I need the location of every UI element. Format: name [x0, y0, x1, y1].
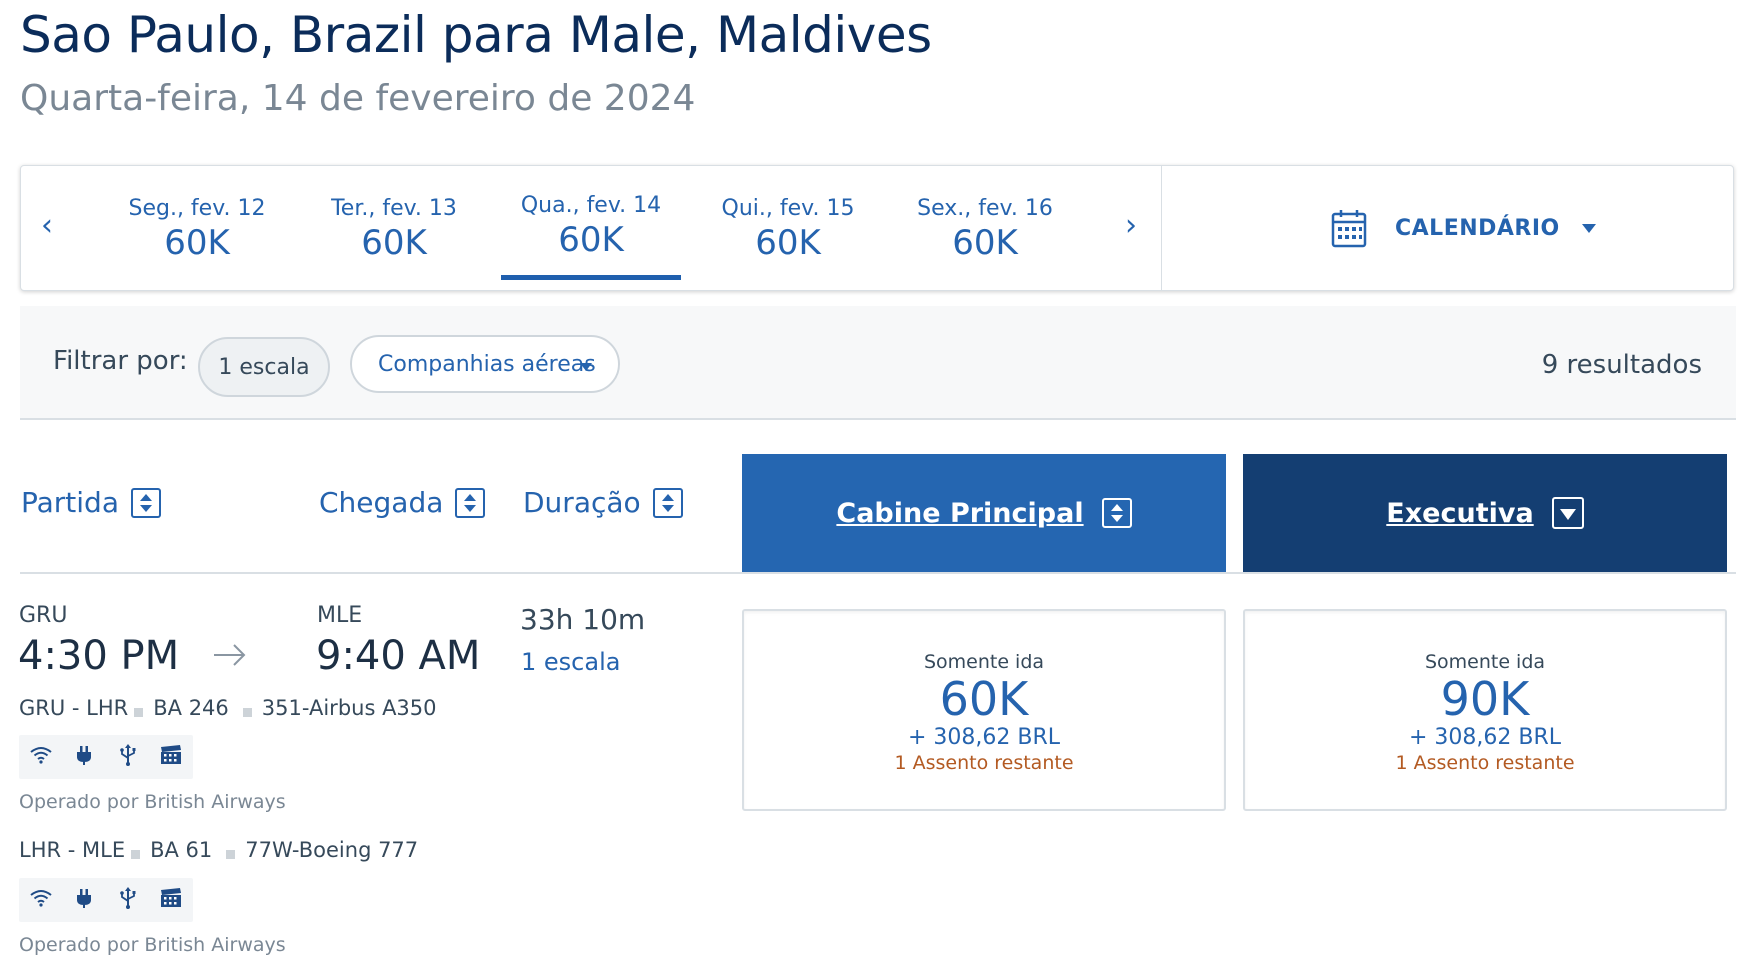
segment-aircraft: 351-Airbus A350: [261, 696, 437, 720]
date-option-label: Qua., fev. 14: [520, 193, 662, 218]
date-option-price: 60K: [558, 220, 624, 260]
separator-dot: [131, 849, 141, 859]
sort-icon: [455, 487, 486, 518]
airlines-filter-dropdown[interactable]: Companhias aéreas: [350, 335, 620, 393]
separator-dot: [226, 849, 236, 859]
caret-down-icon: [1581, 223, 1596, 233]
calendar-label: CALENDÁRIO: [1395, 215, 1560, 241]
business-column-header[interactable]: Executiva: [1243, 454, 1727, 572]
results-count: 9 resultados: [1541, 350, 1702, 380]
fare-type: Somente ida: [1424, 651, 1546, 673]
main-cabin-column-header[interactable]: Cabine Principal: [742, 454, 1226, 572]
stops-filter-chip[interactable]: 1 escala: [198, 337, 330, 397]
caret-down-icon: [580, 363, 592, 371]
date-option-price: 60K: [361, 223, 427, 263]
sort-descending-icon: [1551, 497, 1584, 529]
business-fare-button[interactable]: Somente ida 90K + 308,62 BRL 1 Assento r…: [1243, 609, 1727, 811]
segment-flight-number[interactable]: BA 61: [150, 838, 213, 862]
main-cabin-label: Cabine Principal: [836, 497, 1084, 529]
date-option-label: Ter., fev. 13: [331, 196, 457, 221]
prev-dates-chevron-icon[interactable]: ‹: [41, 208, 53, 243]
calendar-icon: [1331, 210, 1367, 248]
sort-by-duration[interactable]: Duração: [523, 486, 683, 519]
power-outlet-icon: [63, 745, 107, 770]
stops-details-link[interactable]: 1 escala: [521, 648, 621, 676]
segment-route: LHR - MLE: [19, 838, 126, 862]
date-option-feb-15[interactable]: Qui., fev. 15 60K: [698, 196, 878, 263]
arrival-header-label: Chegada: [319, 486, 444, 519]
business-label: Executiva: [1386, 497, 1534, 529]
segment-1-info: GRU - LHR BA 246 351-Airbus A350: [19, 696, 437, 720]
power-outlet-icon: [63, 888, 107, 913]
destination-code: MLE: [317, 603, 363, 628]
divider: [20, 572, 1736, 574]
operated-by: Operado por British Airways: [19, 934, 286, 956]
segment-2-info: LHR - MLE BA 61 77W-Boeing 777: [19, 838, 418, 862]
sort-icon: [131, 487, 161, 518]
calendar-button[interactable]: CALENDÁRIO: [1331, 208, 1596, 248]
separator-dot: [134, 707, 144, 717]
fare-taxes: + 308,62 BRL: [907, 725, 1061, 750]
date-option-label: Sex., fev. 16: [917, 196, 1053, 221]
divider: [1161, 166, 1162, 290]
seats-remaining: 1 Assento restante: [1395, 752, 1575, 774]
page-title: Sao Paulo, Brazil para Male, Maldives: [20, 6, 932, 64]
page-subtitle-date: Quarta-feira, 14 de fevereiro de 2024: [20, 78, 696, 119]
operated-by: Operado por British Airways: [19, 791, 286, 813]
sort-by-arrival[interactable]: Chegada: [319, 486, 486, 519]
fare-taxes: + 308,62 BRL: [1408, 725, 1562, 750]
date-option-price: 60K: [755, 223, 821, 263]
next-dates-chevron-icon[interactable]: ›: [1125, 208, 1137, 243]
segment-route: GRU - LHR: [19, 696, 129, 720]
separator-dot: [242, 707, 252, 717]
fare-price: 90K: [1440, 672, 1530, 726]
segment-1-amenities: [19, 735, 193, 779]
date-option-price: 60K: [952, 223, 1018, 263]
date-option-feb-14-selected[interactable]: Qua., fev. 14 60K: [501, 193, 681, 280]
date-option-feb-13[interactable]: Ter., fev. 13 60K: [304, 196, 484, 263]
departure-header-label: Partida: [21, 486, 119, 519]
date-option-label: Qui., fev. 15: [721, 196, 855, 221]
arrow-right-icon: [214, 644, 246, 666]
selected-date-underline: [501, 275, 681, 280]
airlines-filter-label: Companhias aéreas: [378, 351, 596, 377]
usb-icon: [106, 886, 150, 914]
origin-code: GRU: [19, 603, 68, 628]
entertainment-icon: [150, 744, 194, 770]
date-option-feb-16[interactable]: Sex., fev. 16 60K: [895, 196, 1075, 263]
usb-icon: [106, 743, 150, 771]
sort-by-departure[interactable]: Partida: [21, 486, 161, 519]
wifi-icon: [19, 745, 63, 769]
date-selector: ‹ Seg., fev. 12 60K Ter., fev. 13 60K Qu…: [20, 165, 1734, 291]
entertainment-icon: [150, 887, 194, 913]
flight-duration: 33h 10m: [520, 603, 646, 636]
filter-bar: Filtrar por: 1 escala Companhias aéreas …: [20, 306, 1736, 420]
date-option-price: 60K: [164, 223, 230, 263]
segment-aircraft: 77W-Boeing 777: [245, 838, 419, 862]
date-option-label: Seg., fev. 12: [128, 196, 266, 221]
wifi-icon: [19, 888, 63, 912]
main-cabin-fare-button[interactable]: Somente ida 60K + 308,62 BRL 1 Assento r…: [742, 609, 1226, 811]
date-option-feb-12[interactable]: Seg., fev. 12 60K: [107, 196, 287, 263]
filter-label: Filtrar por:: [53, 346, 188, 376]
fare-type: Somente ida: [923, 651, 1045, 673]
departure-time: 4:30 PM: [18, 633, 180, 679]
fare-price: 60K: [939, 672, 1029, 726]
arrival-time: 9:40 AM: [316, 633, 481, 679]
segment-flight-number[interactable]: BA 246: [153, 696, 229, 720]
seats-remaining: 1 Assento restante: [894, 752, 1074, 774]
duration-header-label: Duração: [523, 486, 641, 519]
segment-2-amenities: [19, 878, 193, 922]
sort-icon: [1101, 498, 1132, 528]
sort-icon: [652, 487, 683, 518]
